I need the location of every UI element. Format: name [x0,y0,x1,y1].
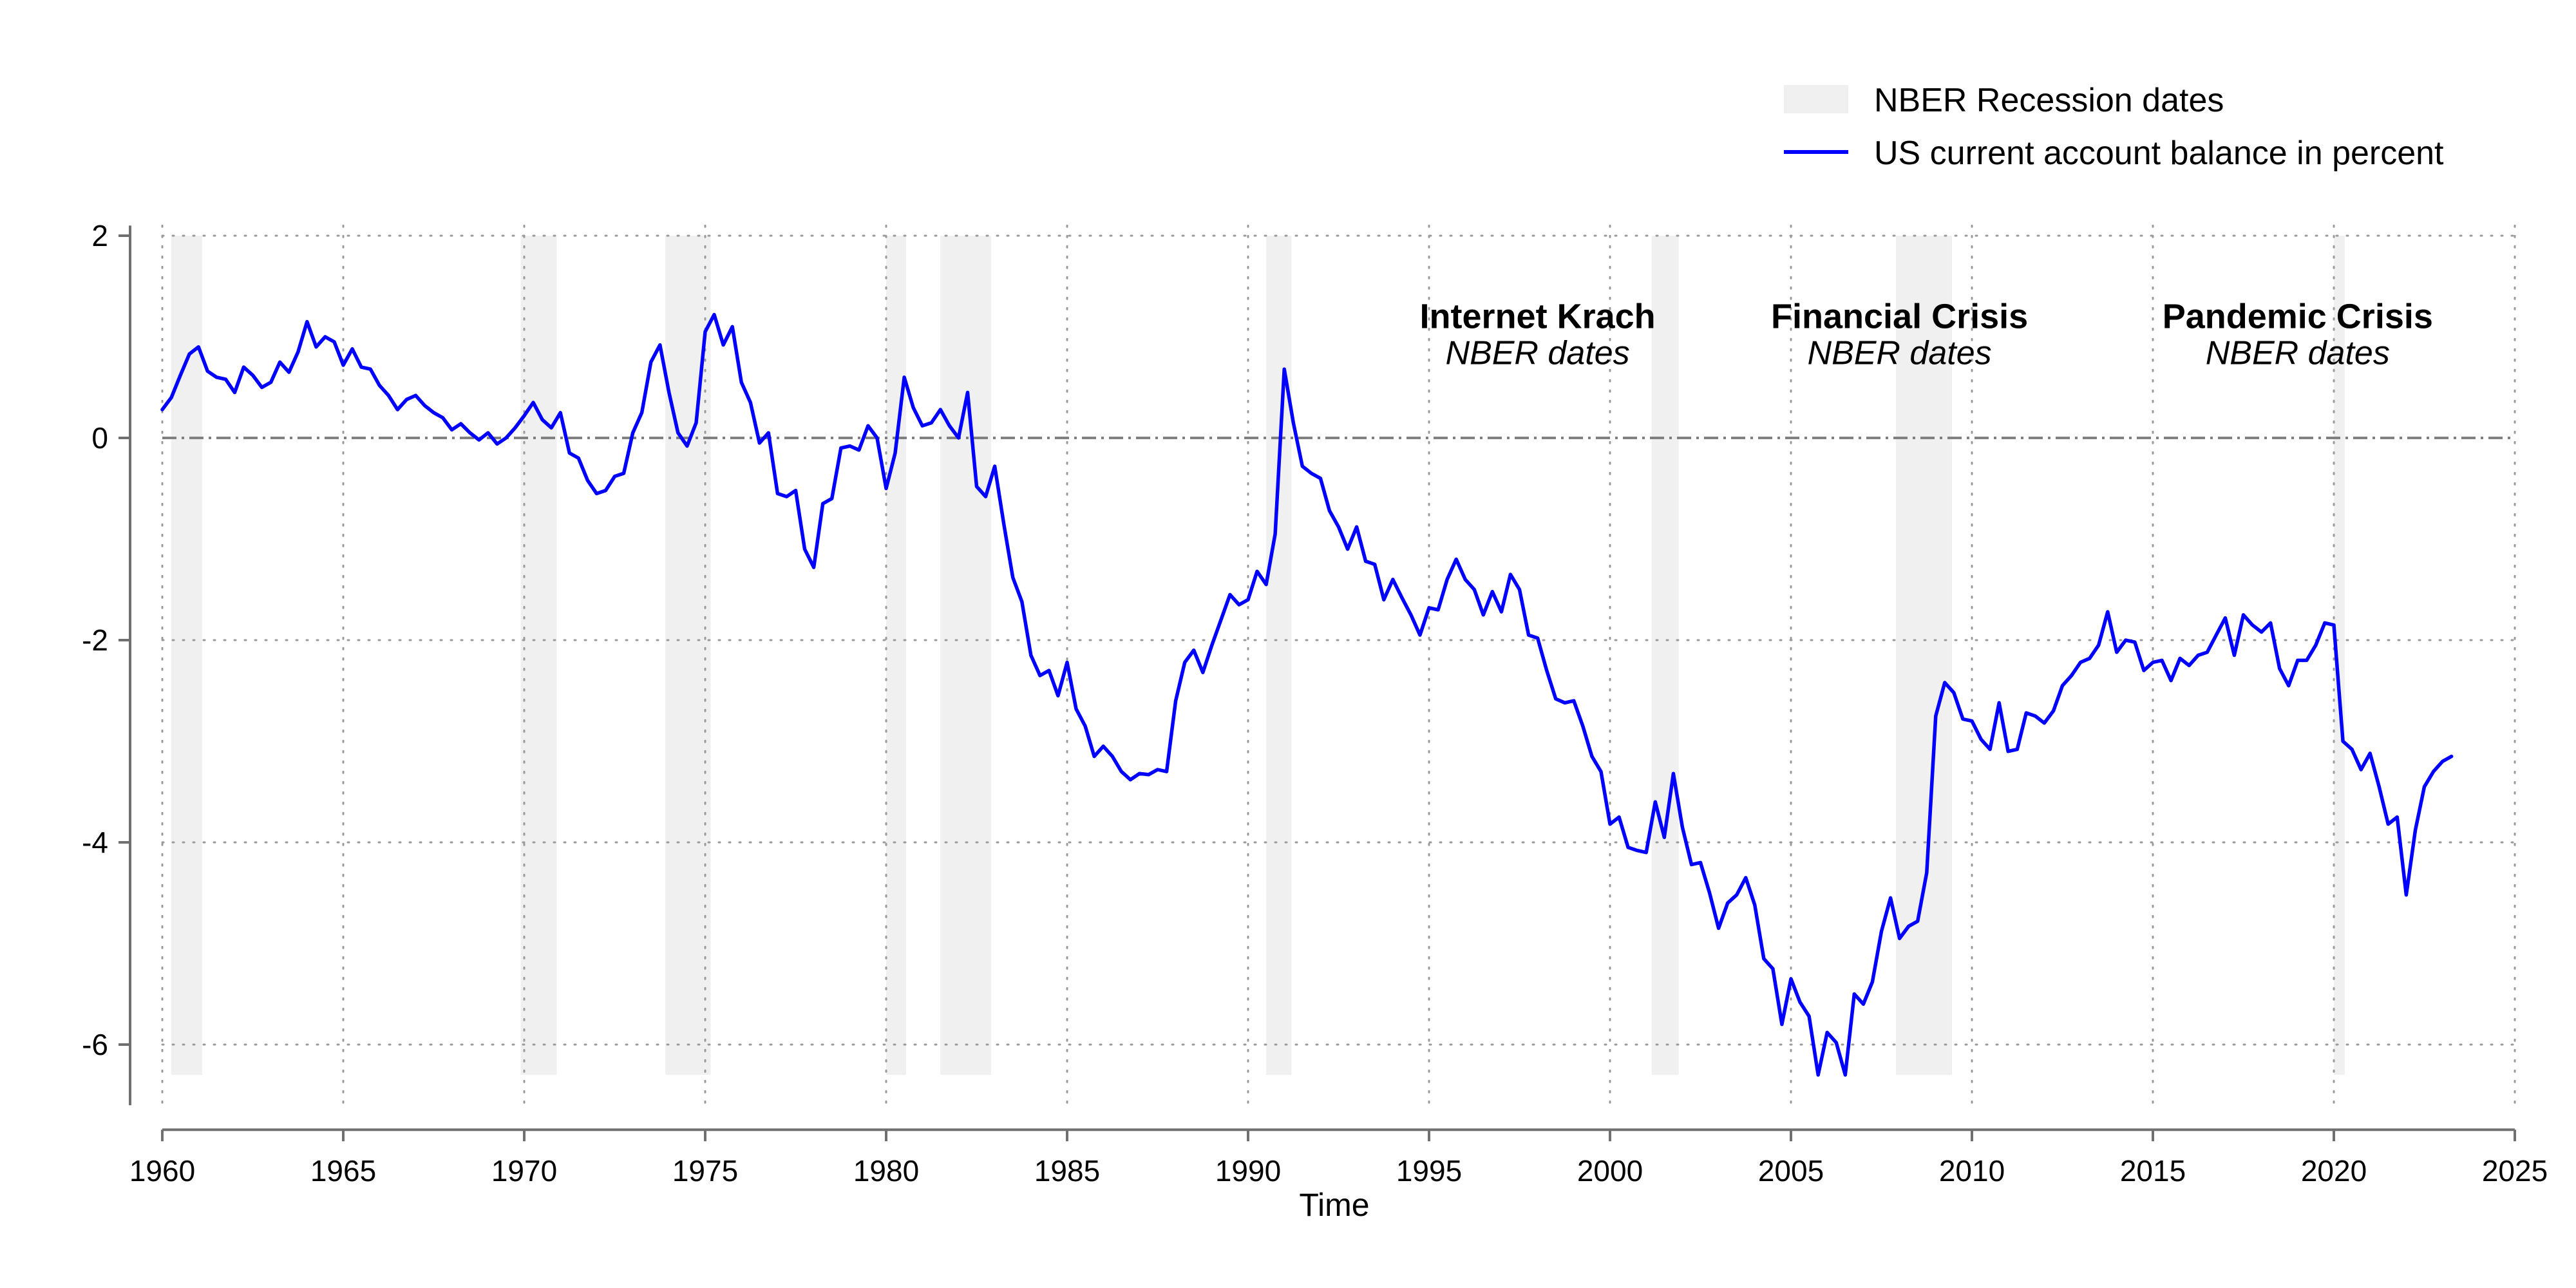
x-tick-label: 1985 [1034,1154,1100,1188]
x-tick-label: 2000 [1577,1154,1643,1188]
x-tick-label: 1975 [672,1154,738,1188]
x-tick-label: 1980 [853,1154,919,1188]
recession-band [1895,236,1953,1075]
x-axis-title: Time [1299,1187,1369,1223]
y-tick-label: 2 [91,219,108,252]
x-tick-label: 2010 [1939,1154,2005,1188]
y-tick-label: 0 [91,421,108,455]
series-line [160,312,2454,1077]
recession-band [886,236,906,1075]
annotation-title: Financial Crisis [1771,297,2028,336]
y-tick-label: -6 [82,1028,108,1061]
recession-band [665,236,711,1075]
recession-band [1651,236,1679,1075]
annotation-subtitle: NBER dates [1446,334,1630,372]
annotation-title: Pandemic Crisis [2163,297,2433,336]
gridlines [161,224,2516,1106]
recession-band [520,236,557,1075]
x-tick-label: 2015 [2120,1154,2186,1188]
recession-band [1266,236,1292,1075]
recession-shading-group [171,236,2345,1075]
x-tick-label: 2005 [1758,1154,1824,1188]
recession-band [2334,236,2345,1075]
x-tick-label: 1960 [129,1154,195,1188]
x-tick-label: 1995 [1396,1154,1462,1188]
legend: NBER Recession dates US current account … [1784,82,2444,172]
tick-labels: 2 0 -2 -4 -6 1960 1965 1970 1975 1980 1985 1990 1995… [82,219,2548,1188]
legend-recession-label: NBER Recession dates [1874,82,2224,119]
legend-series-label: US current account balance in percent [1874,135,2444,172]
annotation-subtitle: NBER dates [1808,334,1992,372]
y-tick-label: -2 [82,623,108,657]
y-tick-label: -4 [82,826,108,859]
legend-recession-swatch [1784,85,1848,113]
x-tick-label: 2020 [2301,1154,2367,1188]
x-tick-label: 1965 [310,1154,376,1188]
series-group [160,312,2454,1077]
x-tick-label: 1970 [491,1154,557,1188]
x-tick-label: 1990 [1215,1154,1281,1188]
annotation-title: Internet Krach [1420,297,1656,336]
recession-band [171,236,202,1075]
x-tick-label: 2025 [2482,1154,2548,1188]
recession-band [940,236,991,1075]
axes [118,225,2516,1142]
annotation-subtitle: NBER dates [2206,334,2390,372]
